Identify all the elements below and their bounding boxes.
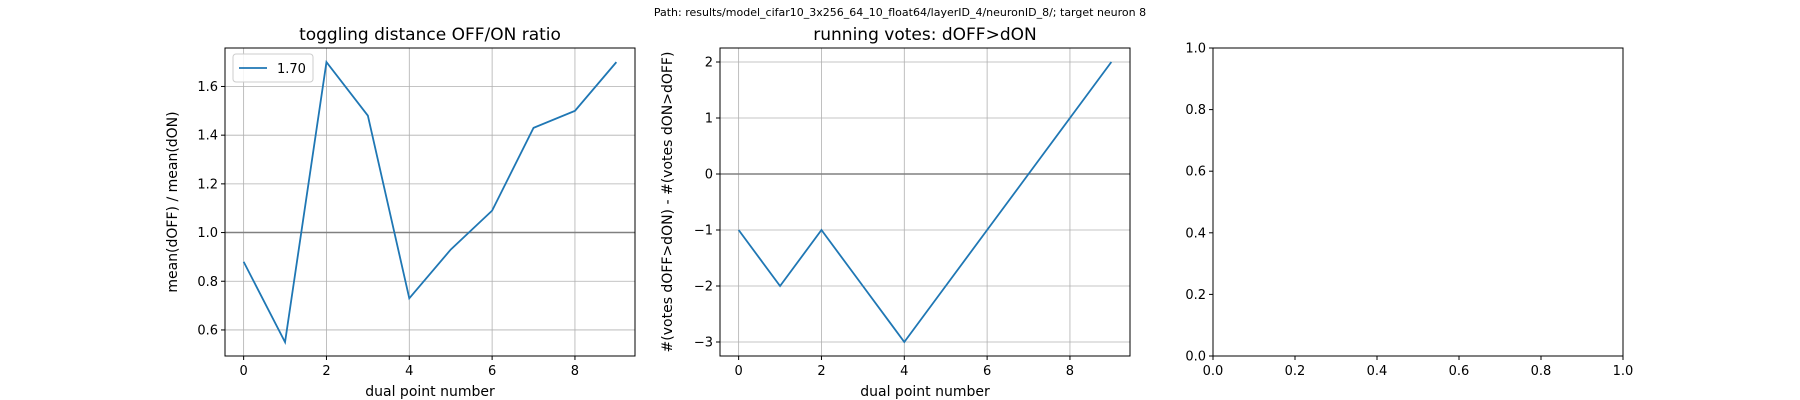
y-tick-label: 0.6 — [1185, 165, 1206, 180]
x-tick-label: 8 — [571, 364, 579, 379]
chart-panel-ratio: 0 2 4 6 8 0.6 0.8 1.0 1.2 1.4 1.6 toggling distance… — [165, 25, 636, 400]
y-tick-label: 0.4 — [1185, 226, 1206, 241]
x-tick-label: 0.8 — [1531, 364, 1552, 379]
x-tick-label: 8 — [1066, 364, 1074, 379]
legend-label: 1.70 — [277, 62, 306, 77]
y-tick-label: 1.0 — [197, 226, 218, 241]
y-tick-label: 0.8 — [1185, 103, 1206, 118]
x-tick-label: 6 — [488, 364, 496, 379]
x-axis-label: dual point number — [860, 384, 990, 400]
y-tick-label: 0.0 — [1185, 350, 1206, 365]
x-tick-label: 0.6 — [1449, 364, 1470, 379]
chart-panel-empty: 0.0 0.2 0.4 0.6 0.8 1.0 0.0 0.2 0.4 0.6 0.8 1.0 — [1185, 42, 1633, 380]
x-tick-label: 0.4 — [1367, 364, 1388, 379]
y-tick-label: 0.6 — [197, 323, 218, 338]
y-tick-label: 1.4 — [197, 129, 218, 144]
x-axis-label: dual point number — [365, 384, 495, 400]
y-tick-label: 0.2 — [1185, 288, 1206, 303]
y-tick-label: −3 — [694, 336, 713, 351]
y-tick-label: 1 — [705, 112, 713, 127]
chart-title: running votes: dOFF>dON — [813, 25, 1036, 45]
x-tick-label: 2 — [322, 364, 330, 379]
y-axis-label: #(votes dOFF>dON) - #(votes dON>dOFF) — [660, 52, 676, 353]
x-tick-label: 0 — [239, 364, 247, 379]
y-tick-label: 2 — [705, 56, 713, 71]
x-tick-label: 0.0 — [1203, 364, 1224, 379]
y-tick-label: −1 — [694, 224, 713, 239]
x-tick-label: 2 — [817, 364, 825, 379]
y-tick-label: 1.6 — [197, 80, 218, 95]
chart-panel-running-votes: 0 2 4 6 8 −3 −2 −1 0 1 2 running votes: dOFF>dON dua… — [660, 25, 1131, 400]
y-tick-label: 1.0 — [1185, 42, 1206, 57]
axes-frame — [1212, 47, 1624, 357]
y-tick-label: −2 — [694, 280, 713, 295]
chart-title: toggling distance OFF/ON ratio — [299, 25, 561, 45]
x-tick-label: 4 — [900, 364, 908, 379]
series-line — [737, 61, 1113, 344]
y-tick-label: 1.2 — [197, 177, 218, 192]
y-tick-label: 0 — [705, 168, 713, 183]
axes-frame — [224, 47, 636, 357]
x-tick-label: 0.2 — [1285, 364, 1306, 379]
series-line — [242, 59, 618, 346]
x-tick-label: 6 — [983, 364, 991, 379]
x-tick-label: 4 — [405, 364, 413, 379]
legend-box — [232, 53, 314, 83]
x-tick-label: 0 — [734, 364, 742, 379]
axes-frame — [719, 47, 1131, 357]
figure-suptitle: Path: results/model_cifar10_3x256_64_10_… — [654, 6, 1146, 19]
y-axis-label: mean(dOFF) / mean(dON) — [165, 111, 181, 292]
y-tick-label: 0.8 — [197, 275, 218, 290]
x-tick-label: 1.0 — [1613, 364, 1634, 379]
